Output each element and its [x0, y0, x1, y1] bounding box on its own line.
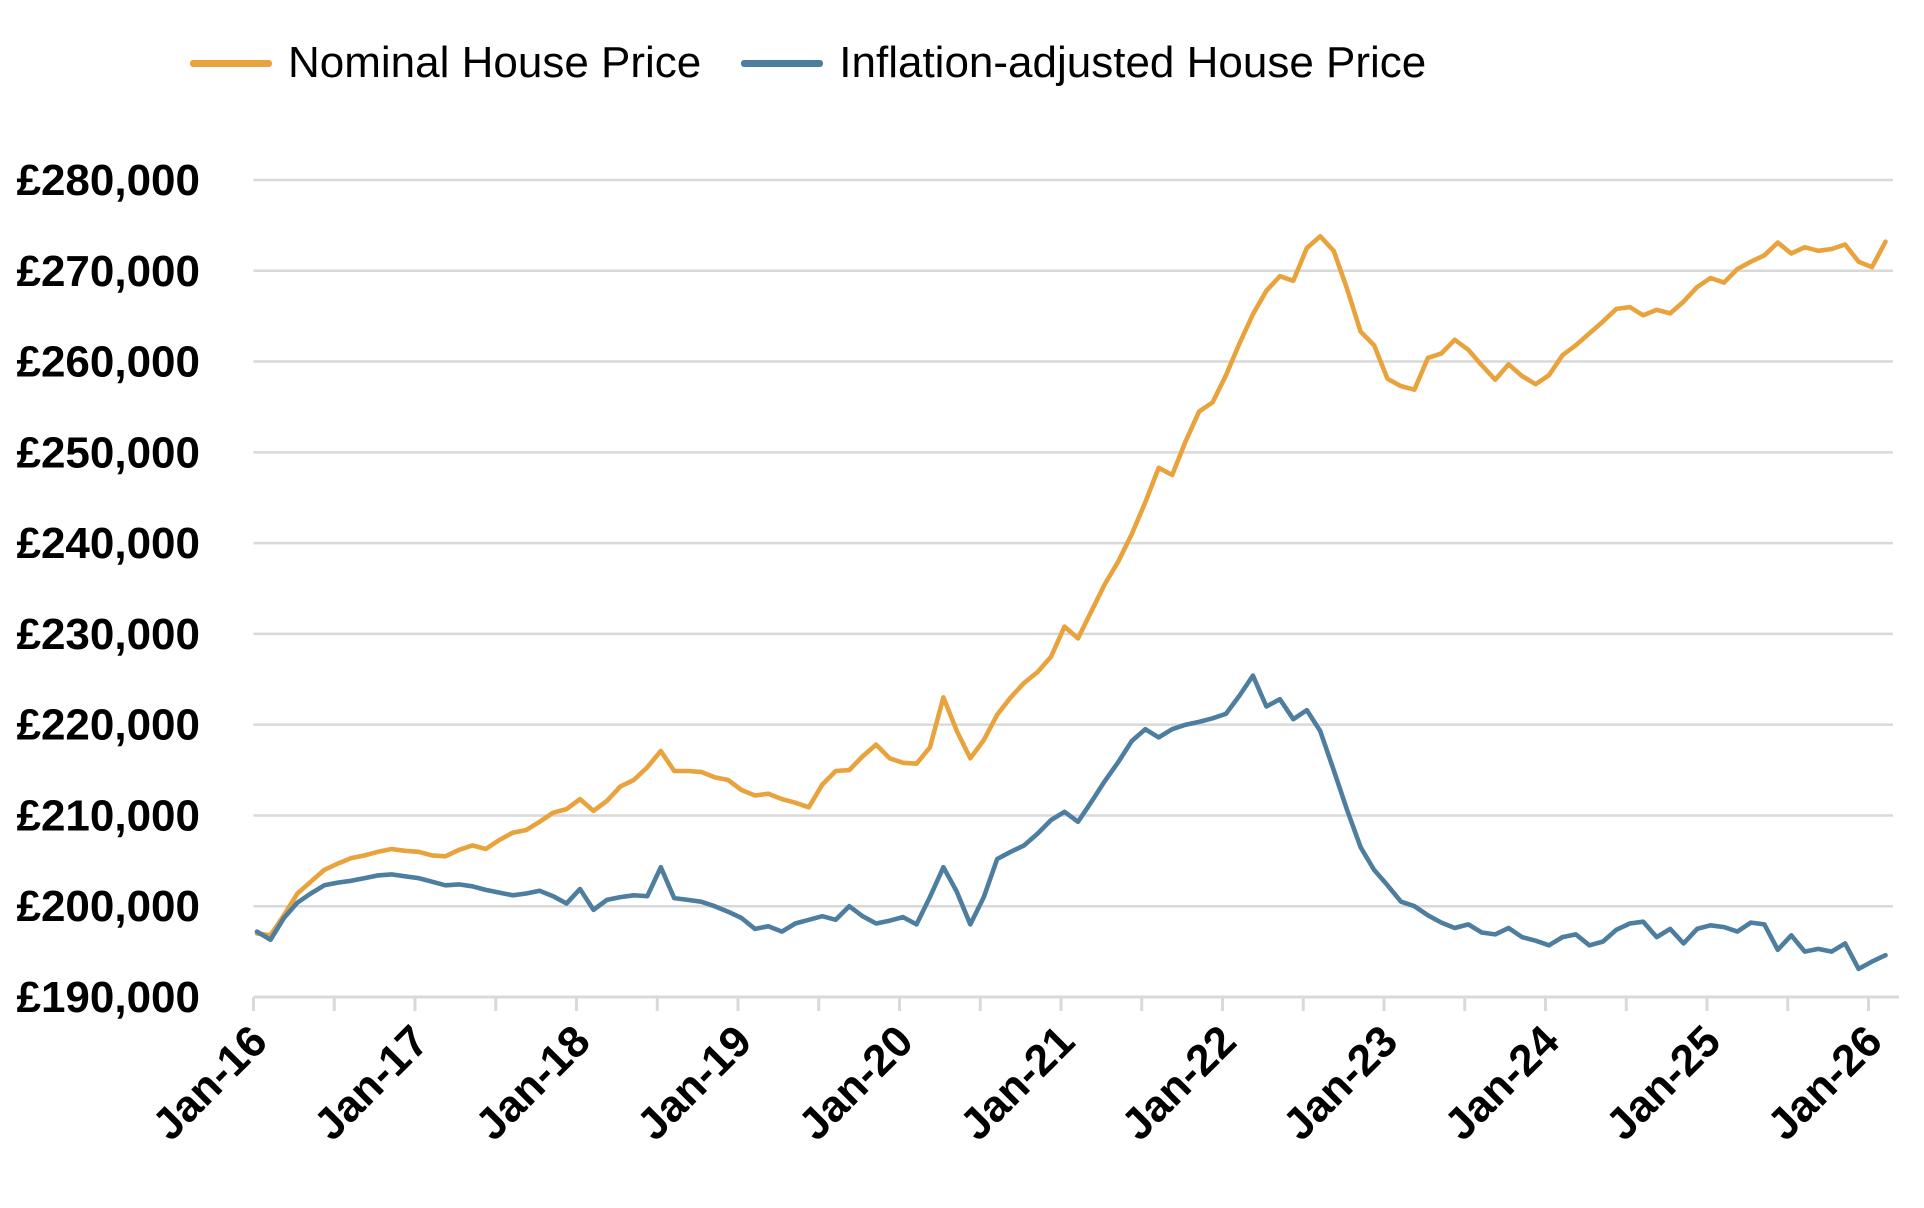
x-axis-tick-label: Jan-26 — [1758, 1016, 1891, 1149]
x-axis-tick-label: Jan-20 — [789, 1016, 922, 1149]
x-axis-tick-label: Jan-21 — [951, 1016, 1084, 1149]
y-axis-tick-label: £210,000 — [16, 791, 200, 840]
x-axis-tick-label: Jan-17 — [305, 1016, 438, 1149]
nominal-series-label: Nominal House Price — [288, 38, 702, 87]
x-axis-tick-label: Jan-19 — [628, 1016, 761, 1149]
y-axis-tick-label: £240,000 — [16, 519, 200, 568]
inflation-adjusted-series-label: Inflation-adjusted House Price — [839, 38, 1427, 87]
legend-item-nominal: Nominal House Price — [190, 38, 701, 88]
x-axis-tick-label: Jan-18 — [466, 1016, 599, 1149]
y-axis-tick-label: £200,000 — [16, 882, 200, 931]
y-axis-tick-label: £250,000 — [16, 428, 200, 477]
inflation-adjusted-series-line — [254, 673, 1888, 972]
nominal-series-swatch — [190, 59, 272, 67]
y-axis-tick-label: £190,000 — [16, 973, 200, 1022]
x-axis-tick-label: Jan-22 — [1112, 1016, 1245, 1149]
y-axis-tick-label: £220,000 — [16, 701, 200, 750]
legend-item-inflation-adjusted: Inflation-adjusted House Price — [741, 38, 1426, 88]
x-axis-tick-label: Jan-16 — [143, 1016, 276, 1149]
y-axis-tick-label: £270,000 — [16, 247, 200, 296]
x-axis-tick-label: Jan-23 — [1274, 1016, 1407, 1149]
y-axis-tick-label: £230,000 — [16, 610, 200, 659]
x-axis-tick-label: Jan-25 — [1597, 1016, 1730, 1149]
chart-legend: Nominal House Price Inflation-adjusted H… — [190, 38, 1426, 88]
nominal-series-line — [254, 234, 1888, 938]
y-axis-tick-label: £280,000 — [16, 156, 200, 205]
x-axis-tick-label: Jan-24 — [1435, 1016, 1569, 1150]
inflation-adjusted-series-swatch — [741, 59, 824, 67]
y-axis-tick-label: £260,000 — [16, 338, 200, 387]
